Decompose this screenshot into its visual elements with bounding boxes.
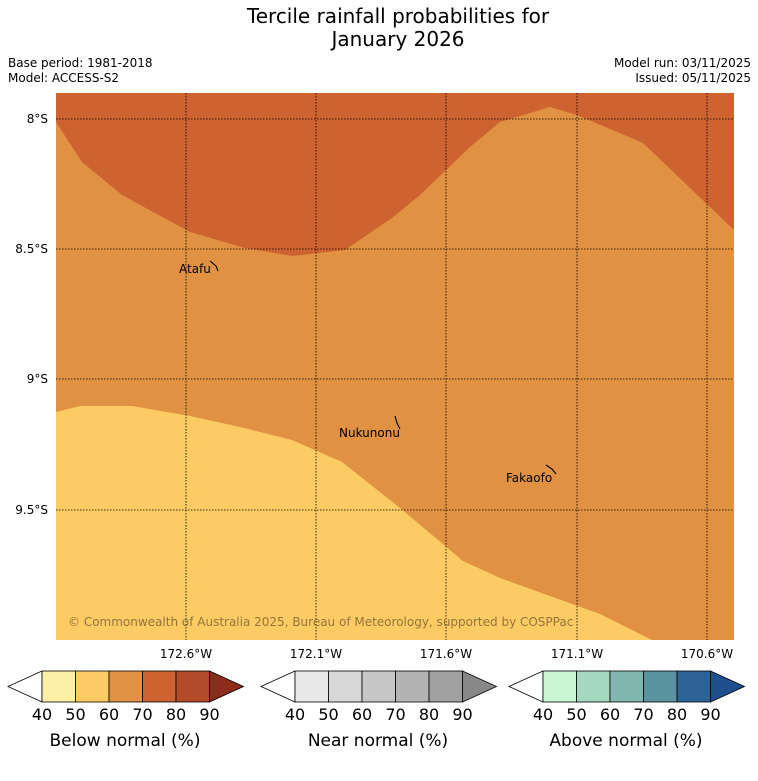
colorbar-label-below: Below normal (%) [49, 731, 201, 751]
colorbar-segment [175, 670, 210, 703]
place-label-atafu: Atafu [179, 262, 211, 276]
colorbar-tick-label: 60 [600, 705, 620, 724]
copyright-text: © Commonwealth of Australia 2025, Bureau… [68, 615, 573, 629]
lon-label-171-1w: 171.1°W [551, 647, 603, 661]
colorbar-extend-high [462, 670, 498, 703]
colorbar-segment [328, 670, 363, 703]
colorbar-tick-label: 80 [166, 705, 186, 724]
lon-label-170-6w: 170.6°W [681, 647, 733, 661]
colorbar-tick-label: 40 [533, 705, 553, 724]
lat-label-8s: 8°S [27, 112, 48, 126]
colorbar-tick-label: 60 [352, 705, 372, 724]
map-panel: Atafu Nukunonu Fakaofo © Commonwealth of… [56, 93, 734, 640]
colorbar-segment [428, 670, 463, 703]
base-period-text: Base period: 1981-2018 [8, 56, 153, 70]
colorbar-extend-high [209, 670, 245, 703]
colorbar-tick-label: 90 [700, 705, 720, 724]
colorbar-near-normal: 40 50 60 70 80 90 [260, 670, 498, 724]
colorbar-tick-label: 40 [285, 705, 305, 724]
colorbar-extend-low [7, 670, 43, 703]
colorbar-segment [609, 670, 644, 703]
colorbar-segment [361, 670, 396, 703]
atafu-coastline [209, 260, 219, 272]
colorbar-tick-label: 80 [419, 705, 439, 724]
colorbar-segment [676, 670, 711, 703]
colorbar-segment [395, 670, 430, 703]
title-line-1: Tercile rainfall probabilities for [246, 4, 550, 28]
colorbar-extend-low [260, 670, 296, 703]
colorbar-tick-label: 80 [667, 705, 687, 724]
region-below-50-60 [56, 406, 652, 640]
colorbar-tick-label: 90 [199, 705, 219, 724]
map-title: Tercile rainfall probabilities for Janua… [0, 5, 758, 51]
colorbar-tick-label: 40 [32, 705, 52, 724]
model-run-text: Model run: 03/11/2025 [613, 56, 751, 70]
region-below-70-80 [56, 93, 734, 256]
colorbar-segment [41, 670, 76, 703]
colorbar-tick-label: 50 [65, 705, 85, 724]
meta-left: Base period: 1981-2018 Model: ACCESS-S2 [8, 56, 153, 86]
colorbar-segment [542, 670, 577, 703]
colorbar-tick-label: 50 [318, 705, 338, 724]
graticule [56, 93, 734, 640]
colorbar-below-normal: 40 50 60 70 80 90 [7, 670, 245, 724]
colorbar-segment [75, 670, 110, 703]
colorbar-tick-label: 50 [566, 705, 586, 724]
lon-label-172-1w: 172.1°W [290, 647, 342, 661]
colorbar-label-above: Above normal (%) [549, 731, 703, 751]
colorbar-tick-label: 70 [633, 705, 653, 724]
atolls [209, 260, 557, 475]
colorbar-segment [576, 670, 611, 703]
colorbar-extend-low [508, 670, 544, 703]
place-label-fakaofo: Fakaofo [506, 471, 552, 485]
fakaofo-coastline [545, 464, 557, 475]
model-text: Model: ACCESS-S2 [8, 71, 120, 85]
colorbar-tick-label: 70 [385, 705, 405, 724]
lat-label-9-5s: 9.5°S [15, 503, 48, 517]
meta-right: Model run: 03/11/2025 Issued: 05/11/2025 [614, 56, 751, 86]
colorbar-label-near: Near normal (%) [307, 731, 449, 751]
title-line-2: January 2026 [331, 27, 465, 51]
nukunonu-coastline [394, 415, 401, 430]
lon-label-172-6w: 172.6°W [160, 647, 212, 661]
lat-label-9s: 9°S [27, 372, 48, 386]
colorbar-tick-label: 90 [452, 705, 472, 724]
lon-label-171-6w: 171.6°W [420, 647, 472, 661]
colorbar-tick-label: 70 [132, 705, 152, 724]
colorbar-extend-high [710, 670, 746, 703]
colorbar-above-normal: 40 50 60 70 80 90 [508, 670, 746, 724]
lat-label-8-5s: 8.5°S [15, 242, 48, 256]
colorbar-tick-label: 60 [99, 705, 119, 724]
colorbar-segment [294, 670, 329, 703]
place-label-nukunonu: Nukunonu [339, 426, 400, 440]
colorbar-segment [643, 670, 678, 703]
colorbar-segment [142, 670, 177, 703]
issued-text: Issued: 05/11/2025 [635, 71, 751, 85]
colorbar-segment [108, 670, 143, 703]
